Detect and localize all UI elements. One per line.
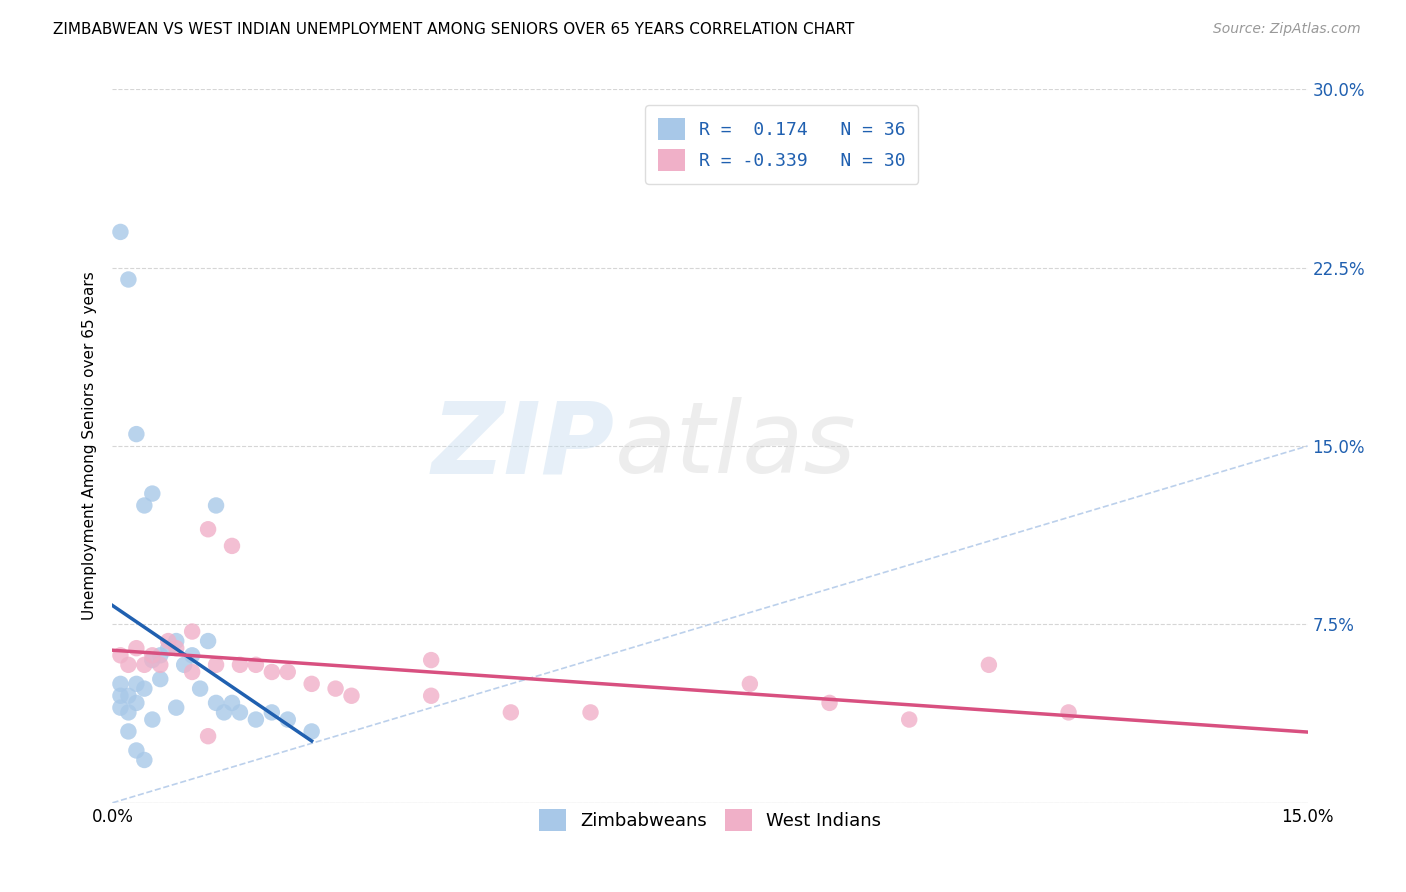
Point: [110, 677, 132, 691]
Point: [188, 681, 211, 696]
Point: [245, 713, 267, 727]
Point: [134, 657, 156, 672]
Point: [181, 624, 204, 639]
Point: [165, 641, 187, 656]
Point: [134, 753, 156, 767]
Point: [165, 700, 187, 714]
Point: [134, 499, 156, 513]
Legend: Zimbabweans, West Indians: Zimbabweans, West Indians: [530, 800, 890, 840]
Point: [260, 665, 283, 679]
Point: [117, 689, 139, 703]
Point: [205, 696, 228, 710]
Point: [181, 648, 204, 663]
Point: [117, 724, 139, 739]
Point: [149, 648, 172, 663]
Point: [141, 653, 163, 667]
Y-axis label: Unemployment Among Seniors over 65 years: Unemployment Among Seniors over 65 years: [82, 272, 97, 620]
Point: [212, 706, 235, 720]
Point: [579, 706, 602, 720]
Point: [197, 634, 219, 648]
Point: [197, 522, 219, 536]
Point: [181, 665, 204, 679]
Point: [420, 689, 443, 703]
Point: [117, 272, 139, 286]
Point: [141, 713, 163, 727]
Point: [157, 641, 180, 656]
Point: [165, 634, 187, 648]
Point: [221, 696, 243, 710]
Point: [157, 634, 180, 648]
Point: [125, 427, 148, 442]
Point: [245, 657, 267, 672]
Point: [110, 689, 132, 703]
Point: [110, 700, 132, 714]
Point: [205, 499, 228, 513]
Point: [818, 696, 841, 710]
Point: [125, 743, 148, 757]
Point: [141, 648, 163, 663]
Point: [301, 677, 323, 691]
Point: [977, 657, 1000, 672]
Point: [197, 729, 219, 743]
Point: [229, 706, 252, 720]
Point: [110, 225, 132, 239]
Point: [173, 657, 195, 672]
Point: [325, 681, 347, 696]
Point: [205, 657, 228, 672]
Point: [260, 706, 283, 720]
Text: atlas: atlas: [614, 398, 856, 494]
Point: [301, 724, 323, 739]
Point: [221, 539, 243, 553]
Point: [117, 657, 139, 672]
Point: [499, 706, 522, 720]
Point: [134, 681, 156, 696]
Text: ZIMBABWEAN VS WEST INDIAN UNEMPLOYMENT AMONG SENIORS OVER 65 YEARS CORRELATION C: ZIMBABWEAN VS WEST INDIAN UNEMPLOYMENT A…: [53, 22, 855, 37]
Text: ZIP: ZIP: [432, 398, 614, 494]
Point: [149, 657, 172, 672]
Point: [898, 713, 921, 727]
Point: [149, 672, 172, 686]
Point: [125, 677, 148, 691]
Point: [277, 665, 299, 679]
Point: [340, 689, 363, 703]
Point: [110, 648, 132, 663]
Point: [125, 641, 148, 656]
Point: [125, 696, 148, 710]
Point: [420, 653, 443, 667]
Point: [229, 657, 252, 672]
Point: [141, 486, 163, 500]
Point: [117, 706, 139, 720]
Point: [277, 713, 299, 727]
Point: [738, 677, 761, 691]
Text: Source: ZipAtlas.com: Source: ZipAtlas.com: [1213, 22, 1361, 37]
Point: [1057, 706, 1080, 720]
